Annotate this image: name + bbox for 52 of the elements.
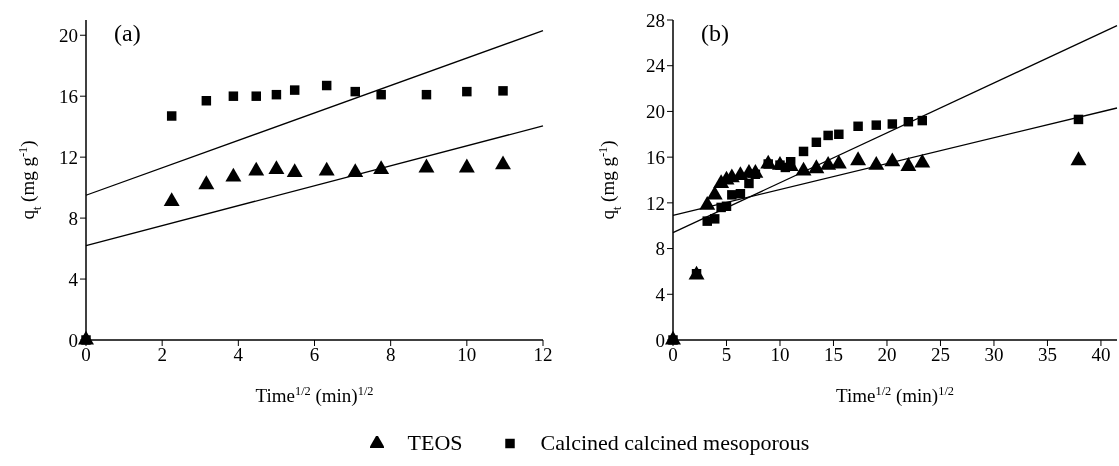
x-tick-label: 2 — [157, 344, 167, 366]
x-tick-label: 10 — [770, 344, 790, 366]
x-tick-label: 10 — [457, 344, 477, 366]
point — [709, 214, 720, 224]
point — [798, 146, 809, 157]
legend-label: TEOS — [407, 430, 463, 456]
x-tick-label: 12 — [533, 344, 553, 366]
x-axis-title: Time$^{1/2}$ (min)$^{1/2}$ — [836, 384, 954, 407]
y-tick-label: 0 — [655, 329, 665, 351]
point — [853, 121, 863, 132]
x-tick-label: 40 — [1091, 344, 1111, 366]
point — [823, 130, 833, 141]
y-tick-label: 0 — [68, 329, 78, 351]
x-tick-label: 25 — [930, 344, 950, 366]
point — [871, 120, 882, 130]
y-tick-label: 4 — [655, 284, 666, 306]
y-tick-label: 12 — [646, 192, 665, 214]
point — [665, 330, 681, 345]
x-axis-title: Time$^{1/2}$ (min)$^{1/2}$ — [255, 384, 374, 407]
y-tick-label: 16 — [646, 146, 665, 168]
point — [727, 190, 737, 200]
point — [811, 137, 822, 148]
point — [887, 119, 898, 129]
x-tick-label: 20 — [877, 344, 897, 366]
point — [868, 155, 885, 170]
y-tick-label: 4 — [68, 268, 79, 290]
y-tick-label: 24 — [646, 55, 666, 77]
point — [900, 157, 917, 171]
chart-title: (a) — [114, 20, 141, 47]
point — [1070, 151, 1087, 166]
y-tick-label: 12 — [59, 146, 78, 168]
y-tick-label: 20 — [646, 101, 665, 123]
x-tick-label: 30 — [984, 344, 1004, 366]
y-tick-label: 20 — [59, 24, 78, 46]
point — [834, 129, 844, 140]
x-tick-label: 5 — [721, 344, 732, 366]
x-tick-label: 4 — [233, 344, 244, 366]
y-tick-label: 8 — [68, 207, 78, 229]
x-tick-label: 35 — [1037, 344, 1057, 366]
x-tick-label: 15 — [823, 344, 843, 366]
point — [747, 163, 764, 178]
point — [914, 153, 931, 168]
point — [744, 178, 754, 189]
y-tick-label: 16 — [59, 85, 78, 107]
point — [850, 151, 867, 166]
x-tick-label: 6 — [309, 344, 320, 366]
chart-title: (b) — [701, 20, 729, 47]
y-tick-label: 28 — [646, 9, 665, 31]
point — [706, 185, 723, 200]
legend-label: Calcined calcined mesoporous — [540, 430, 810, 456]
y-tick-label: 8 — [655, 238, 665, 260]
x-tick-label: 8 — [385, 344, 396, 366]
